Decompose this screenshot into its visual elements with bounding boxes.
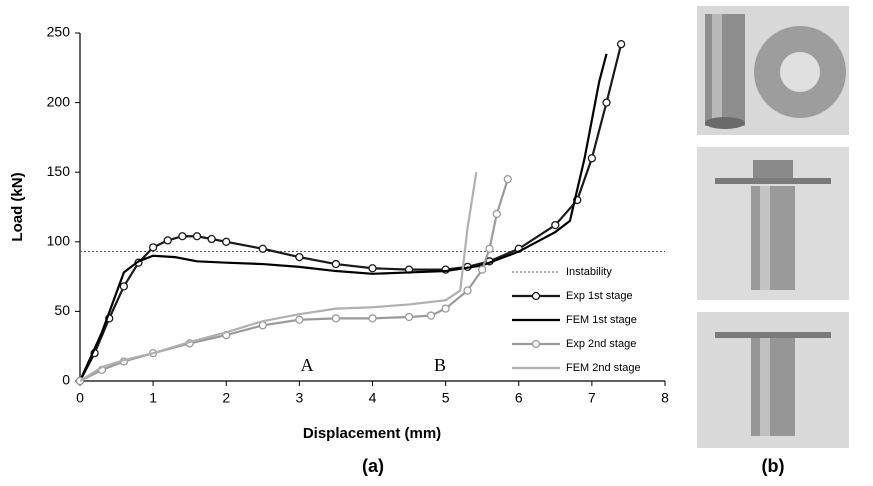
x-tick-label: 3 xyxy=(295,390,303,406)
data-point xyxy=(222,237,231,246)
legend-label: Instability xyxy=(566,266,612,278)
x-axis-title: Displacement (mm) xyxy=(303,425,441,442)
legend-marker xyxy=(531,339,541,349)
data-point xyxy=(492,209,501,219)
data-point xyxy=(192,232,202,241)
y-tick-label: 150 xyxy=(47,163,71,179)
y-tick-label: 0 xyxy=(62,372,70,388)
y-tick-label: 100 xyxy=(47,233,71,249)
data-point xyxy=(426,311,436,320)
data-point xyxy=(463,286,472,295)
annotation: B xyxy=(434,355,446,375)
legend-label: FEM 1st stage xyxy=(566,314,637,326)
data-point xyxy=(295,315,304,324)
data-point xyxy=(163,236,172,245)
data-point xyxy=(616,39,626,49)
panel-label: (b) xyxy=(762,456,785,476)
x-tick-label: 4 xyxy=(369,390,377,406)
data-point xyxy=(478,265,487,274)
annotation: A xyxy=(301,355,314,375)
data-point xyxy=(368,314,377,323)
data-point xyxy=(503,175,512,184)
data-point xyxy=(178,232,187,241)
y-axis-title: Load (kN) xyxy=(9,172,26,241)
data-point xyxy=(368,264,377,273)
panel-label: (a) xyxy=(362,456,384,476)
y-tick-label: 50 xyxy=(54,302,70,318)
data-point xyxy=(602,98,611,107)
data-point xyxy=(331,314,341,323)
photo xyxy=(697,312,849,448)
legend-label: FEM 2nd stage xyxy=(566,362,641,374)
data-point xyxy=(119,282,129,291)
x-tick-label: 5 xyxy=(442,390,450,406)
y-tick-label: 200 xyxy=(47,93,71,109)
photo xyxy=(697,6,849,135)
y-tick-label: 250 xyxy=(47,24,71,40)
x-tick-label: 7 xyxy=(588,390,596,406)
series-line xyxy=(79,43,623,382)
data-point xyxy=(258,244,267,253)
data-point xyxy=(551,220,560,230)
x-tick-label: 6 xyxy=(515,390,523,406)
photo xyxy=(697,147,849,300)
data-point xyxy=(207,234,216,244)
data-point xyxy=(295,252,304,262)
x-tick-label: 2 xyxy=(222,390,230,406)
data-point xyxy=(404,312,414,322)
legend-label: Exp 2nd stage xyxy=(566,338,636,350)
data-point xyxy=(331,259,341,269)
data-point xyxy=(148,243,158,252)
x-tick-label: 8 xyxy=(661,390,669,406)
series-line xyxy=(78,53,608,382)
data-point xyxy=(485,244,494,253)
legend-marker xyxy=(531,291,541,301)
legend-label: Exp 1st stage xyxy=(566,290,633,302)
series-line xyxy=(79,172,478,382)
series-line xyxy=(79,178,509,382)
data-point xyxy=(587,154,597,163)
x-tick-label: 0 xyxy=(76,390,84,406)
data-point xyxy=(441,304,450,313)
x-tick-label: 1 xyxy=(149,390,157,406)
